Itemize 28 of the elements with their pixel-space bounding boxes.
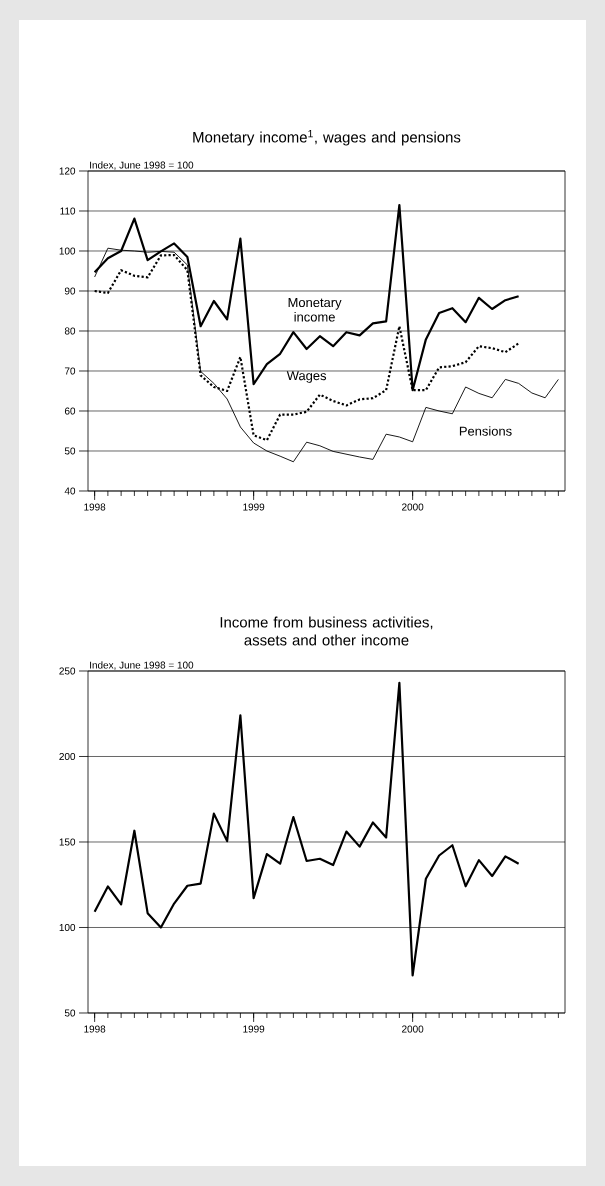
y-tick-label: 100 (59, 923, 76, 932)
x-tick-label: 1998 (84, 1025, 106, 1033)
y-tick-label: 50 (64, 447, 76, 455)
series-label: Monetary income (288, 298, 342, 322)
x-tick-label: 2000 (402, 1025, 424, 1033)
y-axis-title: Index, June 1998 = 100 (90, 161, 194, 170)
y-axis-title: Index, June 1998 = 100 (90, 661, 194, 670)
chart-title: Monetary income$^{1}$, wages and pensions (193, 130, 461, 146)
x-tick-label: 1999 (243, 1025, 265, 1033)
y-tick-label: 200 (59, 752, 76, 761)
x-tick-label: 1999 (243, 503, 265, 511)
line-series (93, 681, 520, 977)
y-tick-label: 80 (64, 327, 76, 335)
y-tick-label: 60 (64, 407, 76, 415)
x-tick-label: 1998 (84, 503, 106, 511)
y-tick-label: 50 (64, 1009, 76, 1017)
y-tick-label: 150 (59, 838, 76, 846)
y-tick-label: 40 (64, 487, 76, 495)
y-tick-label: 90 (64, 287, 76, 295)
x-tick-label: 2000 (402, 503, 424, 511)
series-label: Wages (286, 371, 327, 383)
y-tick-label: 70 (64, 367, 76, 375)
y-tick-label: 250 (59, 667, 76, 675)
y-tick-label: 100 (59, 247, 76, 255)
y-tick-label: 110 (60, 207, 76, 215)
chart-title: Income from business activities, assets and other income (220, 616, 433, 646)
series-label: Pensions (459, 426, 512, 436)
y-tick-label: 120 (59, 167, 76, 175)
